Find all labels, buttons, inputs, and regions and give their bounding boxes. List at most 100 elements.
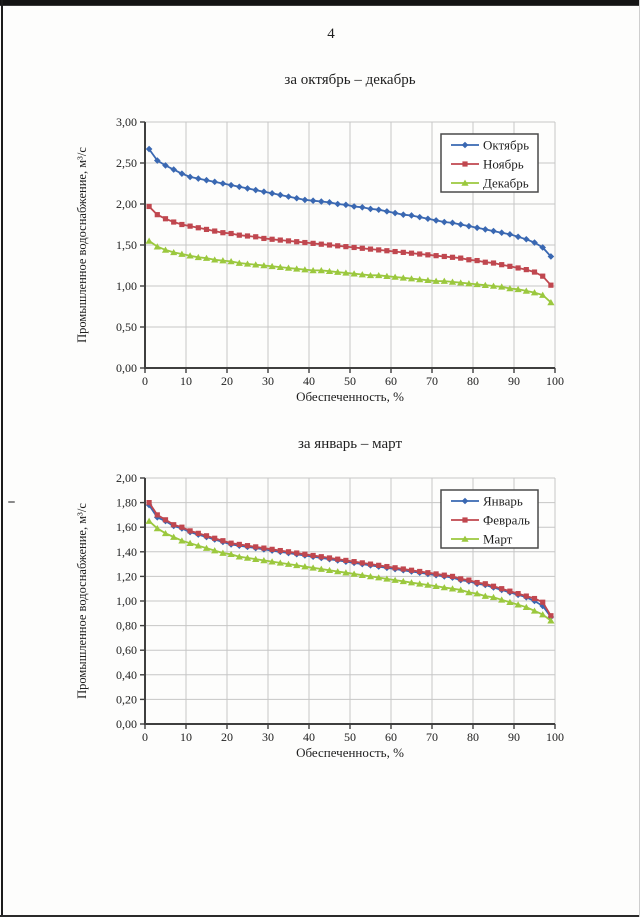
square-marker <box>253 544 259 550</box>
diamond-marker <box>424 215 432 223</box>
square-marker <box>343 557 349 564</box>
diamond-marker <box>244 185 251 192</box>
triangle-marker <box>424 581 432 588</box>
x-tick-label: 0 <box>142 374 148 388</box>
y-tick-label: 2,00 <box>116 471 137 485</box>
axes <box>140 121 556 373</box>
x-tick-label: 70 <box>426 730 438 744</box>
triangle-marker <box>211 256 219 263</box>
triangle-marker <box>514 601 522 608</box>
triangle-marker <box>153 243 161 250</box>
triangle-marker <box>219 549 227 556</box>
triangle-marker <box>399 274 407 281</box>
square-marker <box>515 265 521 271</box>
square-marker <box>154 512 160 518</box>
triangle-marker <box>317 565 325 572</box>
square-marker <box>203 533 210 539</box>
triangle-marker <box>424 276 432 284</box>
x-tick-label: 20 <box>221 374 233 388</box>
triangle-marker <box>284 560 293 567</box>
triangle-marker <box>334 568 342 575</box>
square-marker <box>326 242 333 248</box>
square-marker <box>540 599 546 605</box>
legend-label: Март <box>483 532 513 547</box>
y-tick-label: 3,00 <box>116 115 137 129</box>
triangle-marker <box>481 592 489 599</box>
triangle-marker <box>358 571 366 578</box>
square-marker <box>310 552 316 559</box>
triangle-marker <box>506 598 514 606</box>
legend-label: Январь <box>483 494 523 509</box>
y-tick-label: 1,60 <box>116 520 137 534</box>
triangle-marker <box>260 557 268 564</box>
triangle-marker <box>416 580 424 587</box>
square-marker <box>154 212 160 218</box>
triangle-marker <box>325 267 334 275</box>
square-marker <box>179 221 185 228</box>
x-tick-label: 10 <box>180 374 192 388</box>
triangle-marker <box>539 291 547 298</box>
square-marker <box>507 263 513 269</box>
y-tick-label: 0,00 <box>116 717 137 731</box>
diamond-marker <box>236 183 243 191</box>
triangle-marker <box>194 542 202 549</box>
diamond-marker <box>178 170 186 177</box>
legend-label: Декабрь <box>483 176 529 191</box>
diamond-marker <box>309 197 317 205</box>
triangle-marker <box>498 283 506 290</box>
diamond-marker <box>400 211 407 218</box>
x-tick-label: 10 <box>180 730 192 744</box>
x-tick-label: 30 <box>262 374 274 388</box>
triangle-marker <box>293 561 301 569</box>
triangle-marker <box>465 588 473 596</box>
triangle-marker <box>186 252 194 259</box>
square-marker <box>351 559 357 565</box>
legend-label: Октябрь <box>483 138 529 153</box>
x-tick-label: 40 <box>303 374 315 388</box>
diamond-marker <box>457 221 464 228</box>
scan-edge-bottom <box>0 915 640 917</box>
square-marker <box>179 524 185 530</box>
diamond-marker <box>391 209 399 217</box>
square-marker <box>228 540 234 546</box>
diamond-marker <box>342 201 350 209</box>
y-tick-label: 1,40 <box>116 545 137 559</box>
triangle-marker <box>366 271 375 279</box>
triangle-marker <box>350 570 358 577</box>
triangle-marker <box>334 268 342 275</box>
square-marker <box>236 541 242 548</box>
x-tick-label: 70 <box>426 374 438 388</box>
diamond-marker <box>277 191 284 199</box>
square-marker <box>367 561 374 567</box>
y-tick-label: 0,00 <box>116 361 137 375</box>
square-marker <box>499 262 505 268</box>
x-tick-label: 80 <box>467 374 479 388</box>
triangle-marker <box>457 586 465 593</box>
triangle-marker <box>440 584 448 591</box>
square-marker <box>466 257 472 263</box>
square-marker <box>244 233 251 239</box>
square-marker <box>277 547 283 554</box>
square-marker <box>212 228 218 234</box>
square-marker <box>384 248 390 254</box>
triangle-marker <box>325 566 334 574</box>
triangle-marker <box>473 590 481 597</box>
triangle-marker <box>170 533 178 540</box>
x-tick-label: 50 <box>344 374 356 388</box>
triangle-marker <box>202 544 211 551</box>
square-marker <box>171 219 177 225</box>
square-marker <box>458 255 464 261</box>
square-marker <box>449 254 456 260</box>
square-marker <box>195 225 201 231</box>
y-tick-label: 1,00 <box>116 279 137 293</box>
square-marker <box>392 565 398 571</box>
diamond-marker <box>195 175 202 182</box>
tick-labels: 0 10 20 30 40 50 60 70 80 90 100 0,00 0,20 0,40 0,60 0,… <box>116 471 564 744</box>
scan-speck <box>8 501 15 503</box>
square-marker <box>417 251 423 257</box>
square-marker <box>417 568 423 575</box>
triangle-marker <box>235 259 243 266</box>
diamond-marker <box>219 180 227 187</box>
triangle-marker <box>309 267 317 274</box>
square-marker <box>302 239 308 246</box>
